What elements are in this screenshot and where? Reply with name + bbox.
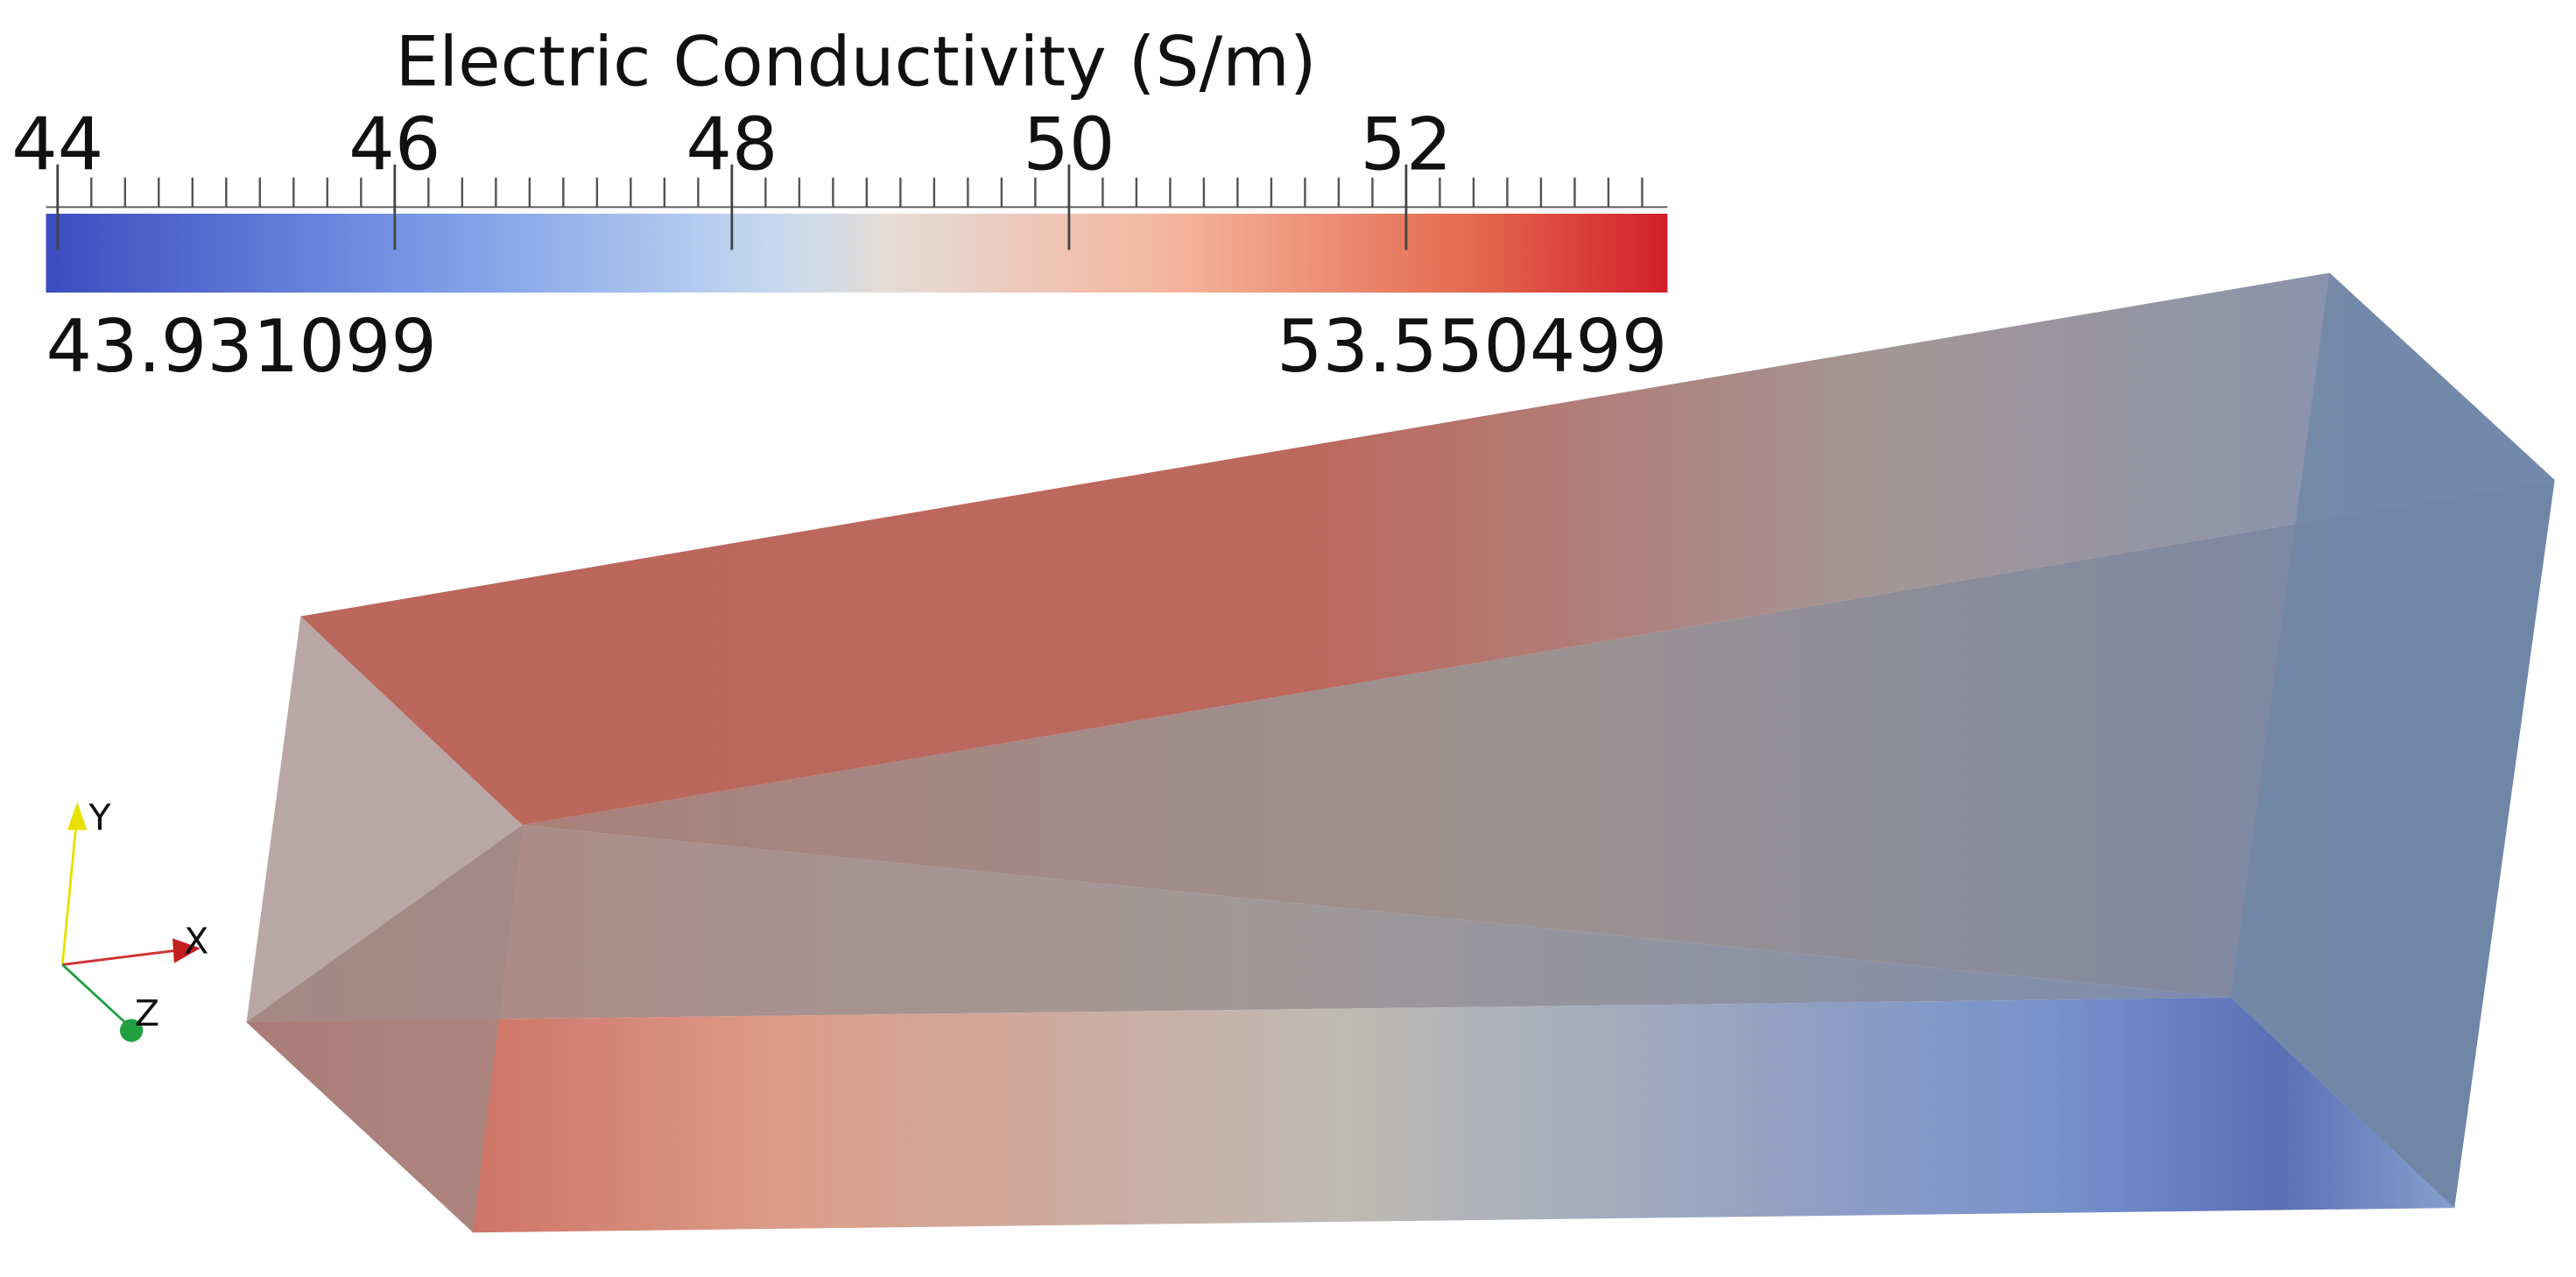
tick-label: 48 <box>686 102 778 187</box>
axis-label: X <box>184 920 208 962</box>
x-cone <box>172 938 201 963</box>
x-axis <box>62 949 181 966</box>
inner-face <box>522 479 2555 1209</box>
legend-title: Electric Conductivity (S/m) <box>395 22 1316 102</box>
tick-label: 50 <box>1023 102 1115 187</box>
z-axis <box>61 963 126 1024</box>
y-cone <box>67 801 88 830</box>
range-min-label: 43.931099 <box>46 305 437 389</box>
bottom-face <box>246 997 2455 1233</box>
left-face <box>246 616 523 1233</box>
top-face <box>300 272 2555 825</box>
color-legend: Electric Conductivity (S/m) 43.931099 53… <box>11 22 1667 389</box>
volume <box>246 272 2555 1233</box>
inner-face <box>246 824 2231 1023</box>
right-face <box>2230 272 2555 1209</box>
range-max-label: 53.550499 <box>1277 305 1667 389</box>
axis-label: Y <box>88 797 111 839</box>
tick-label: 46 <box>348 102 440 187</box>
tick-label: 44 <box>11 102 103 187</box>
axis-label: Z <box>135 992 159 1034</box>
axes-glyph: Y X Z <box>60 797 208 1042</box>
z-cone <box>119 1019 144 1042</box>
tick-label: 52 <box>1360 102 1452 187</box>
color-bar <box>46 213 1668 293</box>
y-axis <box>60 813 79 965</box>
